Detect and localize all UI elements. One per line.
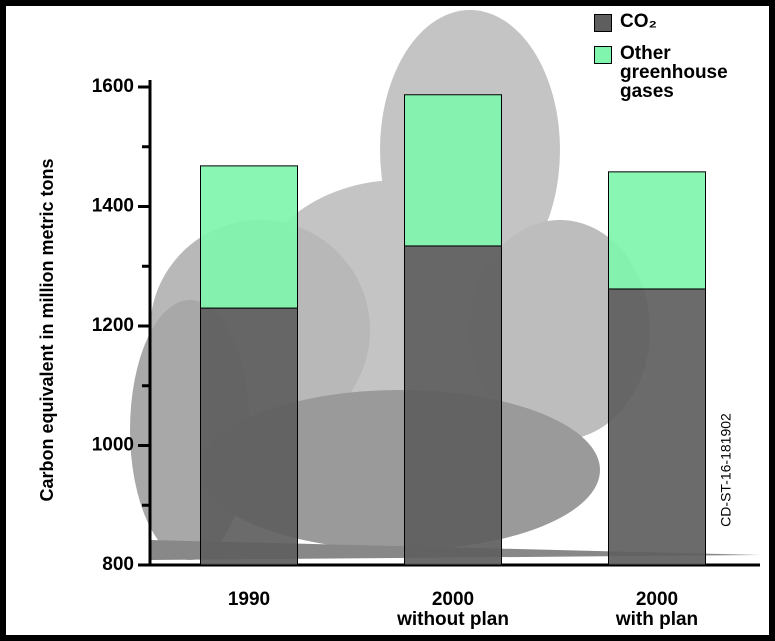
y-axis-label: Carbon equivalent in million metric tons xyxy=(37,158,57,501)
bar-segment xyxy=(609,289,706,565)
bar-segment xyxy=(405,95,502,246)
legend-swatch xyxy=(594,46,612,64)
bar-segment xyxy=(201,308,298,565)
x-tick-label: 1990 xyxy=(169,590,329,610)
legend-swatch xyxy=(594,14,612,32)
bar-segment xyxy=(201,166,298,308)
y-tick-label: 1200 xyxy=(92,315,134,336)
bar-segment xyxy=(405,246,502,565)
bar-segment xyxy=(609,172,706,289)
annotation: CD-ST-16-181902 xyxy=(718,413,734,527)
legend-label: CO₂ xyxy=(620,12,760,31)
chart: Carbon equivalent in million metric tons… xyxy=(0,0,775,641)
x-tick-label: 2000 with plan xyxy=(577,590,737,630)
legend-label: Other greenhouse gases xyxy=(620,44,760,101)
y-tick-label: 800 xyxy=(102,554,134,575)
y-tick-label: 1000 xyxy=(92,435,134,456)
x-tick-label: 2000 without plan xyxy=(373,590,533,630)
y-tick-label: 1400 xyxy=(92,196,134,217)
y-tick-label: 1600 xyxy=(92,76,134,97)
